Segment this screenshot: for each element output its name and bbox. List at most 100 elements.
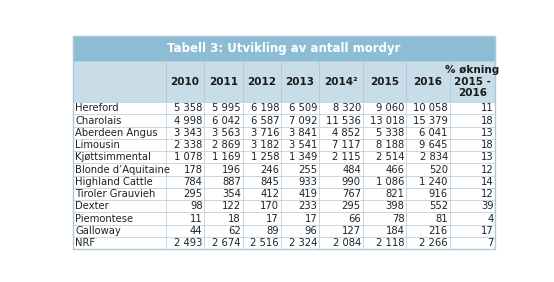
Bar <box>73 36 495 61</box>
Text: 6 041: 6 041 <box>419 128 448 138</box>
Bar <box>319 176 362 188</box>
Bar <box>166 176 204 188</box>
Text: 233: 233 <box>299 201 317 212</box>
Bar <box>73 176 166 188</box>
Bar <box>73 164 166 176</box>
Text: 6 509: 6 509 <box>289 103 317 113</box>
Bar <box>319 200 362 213</box>
Bar <box>73 213 166 225</box>
Text: 2015: 2015 <box>370 77 399 87</box>
Text: 2 324: 2 324 <box>289 238 317 248</box>
Text: 7 092: 7 092 <box>289 116 317 125</box>
Text: 11 536: 11 536 <box>326 116 361 125</box>
Bar <box>281 237 319 249</box>
Bar <box>73 139 166 151</box>
Bar <box>166 114 204 127</box>
Text: 933: 933 <box>299 177 317 187</box>
Text: 13 018: 13 018 <box>370 116 404 125</box>
Text: Galloway: Galloway <box>75 226 121 236</box>
Bar <box>449 61 495 102</box>
Text: Blonde d’Aquitaine: Blonde d’Aquitaine <box>75 165 170 175</box>
Bar <box>166 102 204 114</box>
Text: 246: 246 <box>260 165 279 175</box>
Text: Piemontese: Piemontese <box>75 214 134 224</box>
Text: 6 198: 6 198 <box>250 103 279 113</box>
Bar <box>243 114 281 127</box>
Bar <box>319 225 362 237</box>
Bar <box>319 237 362 249</box>
Bar <box>319 102 362 114</box>
Text: % økning
2015 -
2016: % økning 2015 - 2016 <box>445 65 500 98</box>
Text: 4 852: 4 852 <box>332 128 361 138</box>
Bar <box>281 176 319 188</box>
Text: 2 115: 2 115 <box>332 152 361 162</box>
Bar <box>449 225 495 237</box>
Bar <box>406 102 449 114</box>
Text: 255: 255 <box>298 165 317 175</box>
Text: 466: 466 <box>386 165 404 175</box>
Bar <box>204 114 243 127</box>
Bar <box>204 139 243 151</box>
Bar <box>362 102 406 114</box>
Bar <box>449 102 495 114</box>
Bar <box>73 188 166 200</box>
Bar <box>73 225 166 237</box>
Bar <box>362 225 406 237</box>
Text: 2 514: 2 514 <box>376 152 404 162</box>
Bar <box>166 213 204 225</box>
Text: 12: 12 <box>481 189 494 199</box>
Bar <box>319 114 362 127</box>
Text: 821: 821 <box>386 189 404 199</box>
Bar <box>73 200 166 213</box>
Text: 3 841: 3 841 <box>289 128 317 138</box>
Bar <box>406 225 449 237</box>
Text: 3 541: 3 541 <box>289 140 317 150</box>
Bar <box>204 151 243 164</box>
Bar <box>243 176 281 188</box>
Bar <box>204 61 243 102</box>
Bar <box>166 139 204 151</box>
Bar <box>204 237 243 249</box>
Text: 11: 11 <box>190 214 203 224</box>
Text: 2 834: 2 834 <box>419 152 448 162</box>
Bar <box>243 164 281 176</box>
Text: 2 338: 2 338 <box>175 140 203 150</box>
Bar <box>281 61 319 102</box>
Bar <box>319 127 362 139</box>
Text: 3 182: 3 182 <box>251 140 279 150</box>
Text: Kjøttsimmental: Kjøttsimmental <box>75 152 151 162</box>
Text: 354: 354 <box>222 189 241 199</box>
Text: 2016: 2016 <box>413 77 442 87</box>
Text: 2012: 2012 <box>247 77 276 87</box>
Bar <box>449 237 495 249</box>
Bar <box>281 102 319 114</box>
Text: 398: 398 <box>386 201 404 212</box>
Text: 9 060: 9 060 <box>376 103 404 113</box>
Text: 2 266: 2 266 <box>419 238 448 248</box>
Bar <box>362 127 406 139</box>
Text: 484: 484 <box>342 165 361 175</box>
Bar <box>166 188 204 200</box>
Bar <box>449 176 495 188</box>
Bar <box>319 164 362 176</box>
Bar <box>204 200 243 213</box>
Bar <box>449 213 495 225</box>
Bar <box>406 176 449 188</box>
Text: 18: 18 <box>481 140 494 150</box>
Text: 419: 419 <box>299 189 317 199</box>
Bar <box>319 61 362 102</box>
Text: 39: 39 <box>481 201 494 212</box>
Text: 12: 12 <box>481 165 494 175</box>
Text: Limousin: Limousin <box>75 140 120 150</box>
Bar <box>406 188 449 200</box>
Text: 13: 13 <box>481 152 494 162</box>
Bar <box>449 151 495 164</box>
Text: 3 563: 3 563 <box>212 128 241 138</box>
Text: Aberdeen Angus: Aberdeen Angus <box>75 128 158 138</box>
Text: 2 493: 2 493 <box>174 238 203 248</box>
Text: 17: 17 <box>481 226 494 236</box>
Bar <box>73 102 166 114</box>
Text: Tabell 3: Utvikling av antall mordyr: Tabell 3: Utvikling av antall mordyr <box>167 42 401 55</box>
Text: 18: 18 <box>228 214 241 224</box>
Text: 127: 127 <box>342 226 361 236</box>
